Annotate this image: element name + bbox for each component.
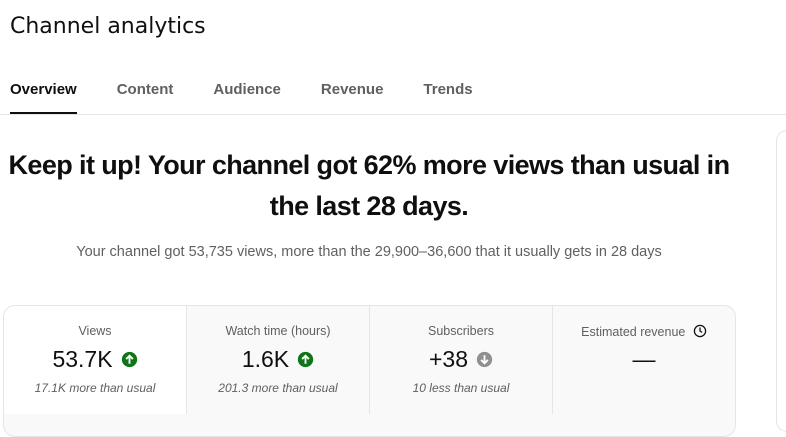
tab[interactable]: Overview bbox=[10, 78, 77, 114]
tab-bar: Overview Content Audience Revenue Trends bbox=[10, 78, 513, 114]
divider bbox=[0, 114, 786, 115]
metric-value-row: — bbox=[553, 344, 735, 374]
metric-value: +38 bbox=[428, 345, 468, 372]
metric-card[interactable]: Watch time (hours) 1.6K 201.3 more than us… bbox=[187, 306, 370, 414]
tab[interactable]: Audience bbox=[213, 81, 281, 98]
metric-label: Estimated revenue bbox=[553, 324, 735, 339]
headline: Keep it up! Your channel got 62% more vi… bbox=[8, 150, 731, 221]
trend-icon bbox=[476, 351, 493, 367]
tab[interactable]: Content bbox=[116, 81, 174, 98]
tab[interactable]: Revenue bbox=[320, 81, 384, 98]
metric-label: Views bbox=[78, 324, 112, 338]
metric-value: 1.6K bbox=[241, 345, 290, 372]
metric-value-row: 53.7K bbox=[4, 344, 186, 374]
metric-label: Watch time (hours) bbox=[225, 324, 331, 338]
metric-card[interactable]: Estimated revenue — bbox=[553, 306, 735, 414]
metric-note: 10 less than usual bbox=[412, 381, 510, 395]
trend-icon bbox=[298, 351, 314, 367]
page: Channel analytics Overview Content Audienc… bbox=[0, 14, 786, 437]
metric-card[interactable]: Subscribers +38 10 less than usual bbox=[370, 306, 553, 414]
metric-note: 17.1K more than usual bbox=[34, 381, 156, 395]
metric-value: — bbox=[632, 345, 656, 372]
metric-value-row: +38 bbox=[370, 344, 552, 374]
trend-icon bbox=[121, 351, 137, 367]
tab[interactable]: Trends bbox=[423, 81, 473, 98]
metric-card[interactable]: Views 53.7K 17.1K more than usual bbox=[4, 306, 187, 414]
metric-label: Subscribers bbox=[428, 324, 494, 338]
metric-cards: Views 53.7K 17.1K more than usual Watch tim… bbox=[3, 305, 736, 437]
page-title: Channel analytics bbox=[10, 14, 206, 39]
side-card bbox=[776, 130, 786, 432]
metric-value: 53.7K bbox=[52, 345, 113, 372]
clock-icon bbox=[693, 324, 707, 338]
metric-value-row: 1.6K bbox=[187, 344, 369, 374]
summary: Your channel got 53,735 views, more than… bbox=[76, 244, 662, 260]
metric-note: 201.3 more than usual bbox=[218, 381, 338, 395]
